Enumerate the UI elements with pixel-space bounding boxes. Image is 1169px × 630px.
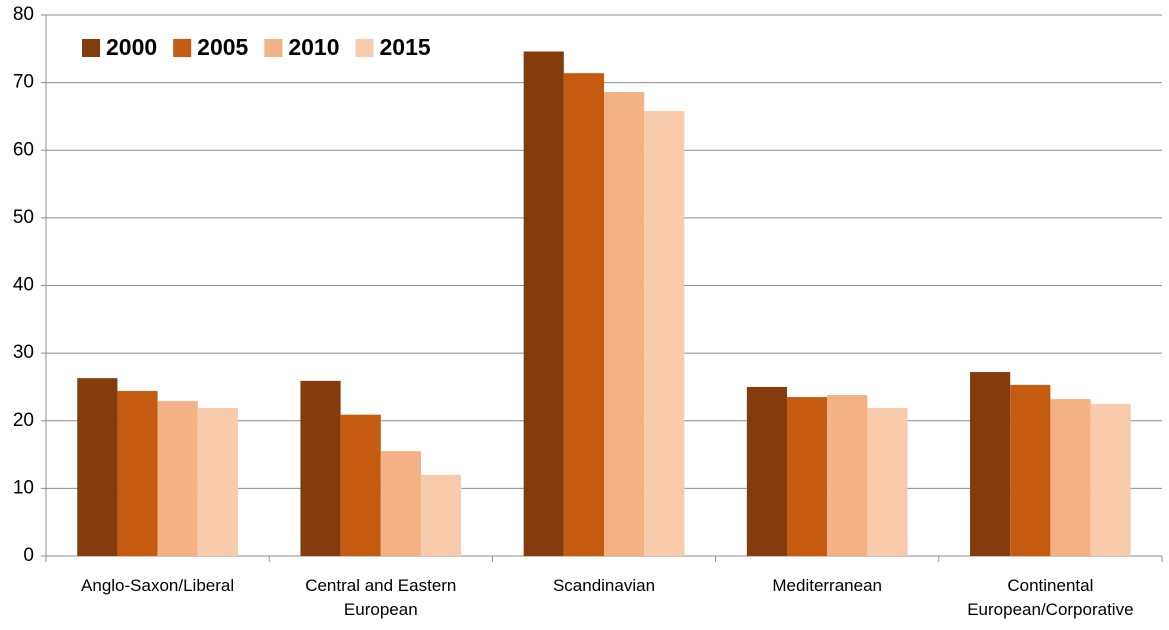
legend-swatch [173, 39, 192, 57]
bar [1010, 384, 1051, 556]
bar [970, 372, 1011, 556]
bar [867, 407, 908, 556]
bar [157, 401, 198, 556]
y-tick-label: 40 [13, 275, 34, 296]
bar [1090, 403, 1131, 556]
x-tick-label: Mediterranean [772, 576, 882, 595]
bar [117, 390, 158, 556]
bar [644, 111, 685, 556]
bar [380, 451, 421, 556]
y-tick-label: 80 [13, 4, 34, 25]
y-tick-label: 30 [13, 342, 34, 363]
legend-label: 2000 [106, 34, 157, 60]
x-tick-label: Continental European/Corporative [967, 576, 1134, 619]
bar [523, 51, 564, 556]
legend-swatch [264, 39, 283, 57]
bar [563, 73, 604, 556]
bar [1050, 399, 1091, 556]
legend-swatch [355, 39, 374, 57]
bar [77, 378, 118, 556]
y-tick-label: 60 [13, 139, 34, 160]
legend-label: 2010 [288, 34, 339, 60]
bar [340, 414, 381, 556]
y-tick-label: 10 [13, 477, 34, 498]
legend-label: 2005 [197, 34, 248, 60]
bar [827, 395, 868, 556]
y-tick-label: 70 [13, 72, 34, 93]
bar [300, 380, 341, 556]
bar [420, 474, 462, 556]
x-tick-label: Scandinavian [552, 576, 656, 595]
y-tick-label: 20 [13, 410, 34, 431]
legend-swatch [82, 39, 100, 57]
bar [746, 386, 788, 556]
bar [787, 397, 828, 556]
x-tick-label: Central and Eastern European [305, 576, 457, 619]
bar [197, 407, 238, 556]
x-tick-label: Anglo-Saxon/Liberal [81, 576, 235, 595]
y-tick-label: 50 [13, 207, 34, 228]
bar [604, 92, 645, 556]
legend-label: 2015 [380, 34, 431, 60]
y-tick-label: 0 [23, 545, 34, 566]
